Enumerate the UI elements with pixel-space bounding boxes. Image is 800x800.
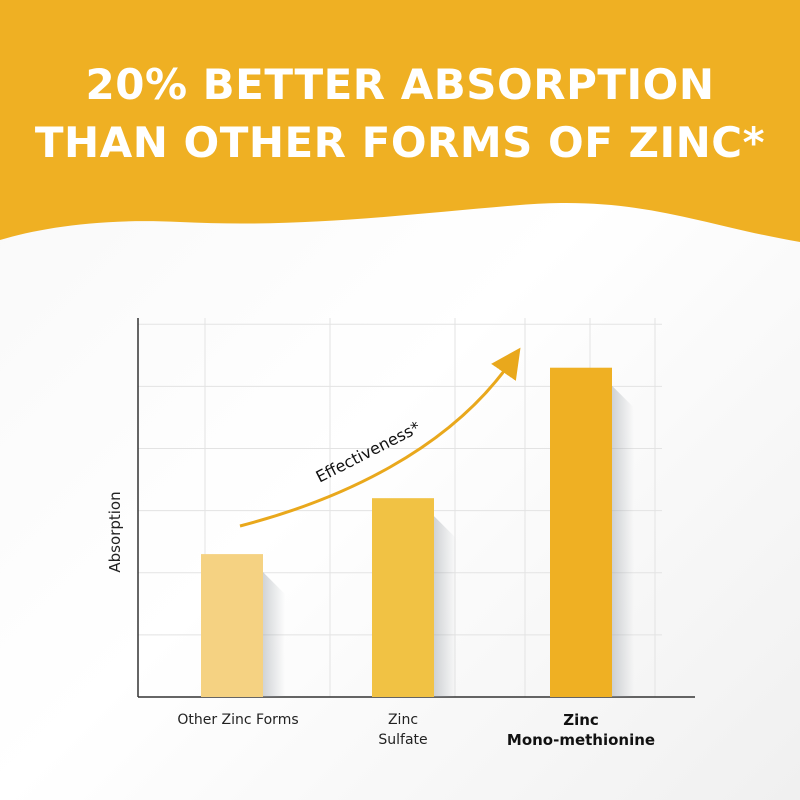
bar bbox=[372, 498, 434, 697]
y-axis-label: Absorption bbox=[106, 491, 124, 573]
bar bbox=[201, 554, 263, 697]
arrow bbox=[239, 347, 521, 528]
bar bbox=[550, 367, 612, 697]
x-tick-label: Zinc Mono-methionine bbox=[506, 711, 656, 749]
x-tick-label: Other Zinc Forms bbox=[177, 712, 299, 728]
bar-shadow bbox=[434, 516, 456, 697]
banner bbox=[0, 0, 800, 242]
bar-shadow bbox=[612, 385, 634, 697]
bar-shadow bbox=[263, 572, 285, 697]
chart-title: 20% BETTER ABSORPTION THAN OTHER FORMS O… bbox=[34, 60, 766, 167]
plot-area bbox=[137, 318, 695, 698]
x-tick-label: Zinc Sulfate bbox=[378, 712, 428, 748]
